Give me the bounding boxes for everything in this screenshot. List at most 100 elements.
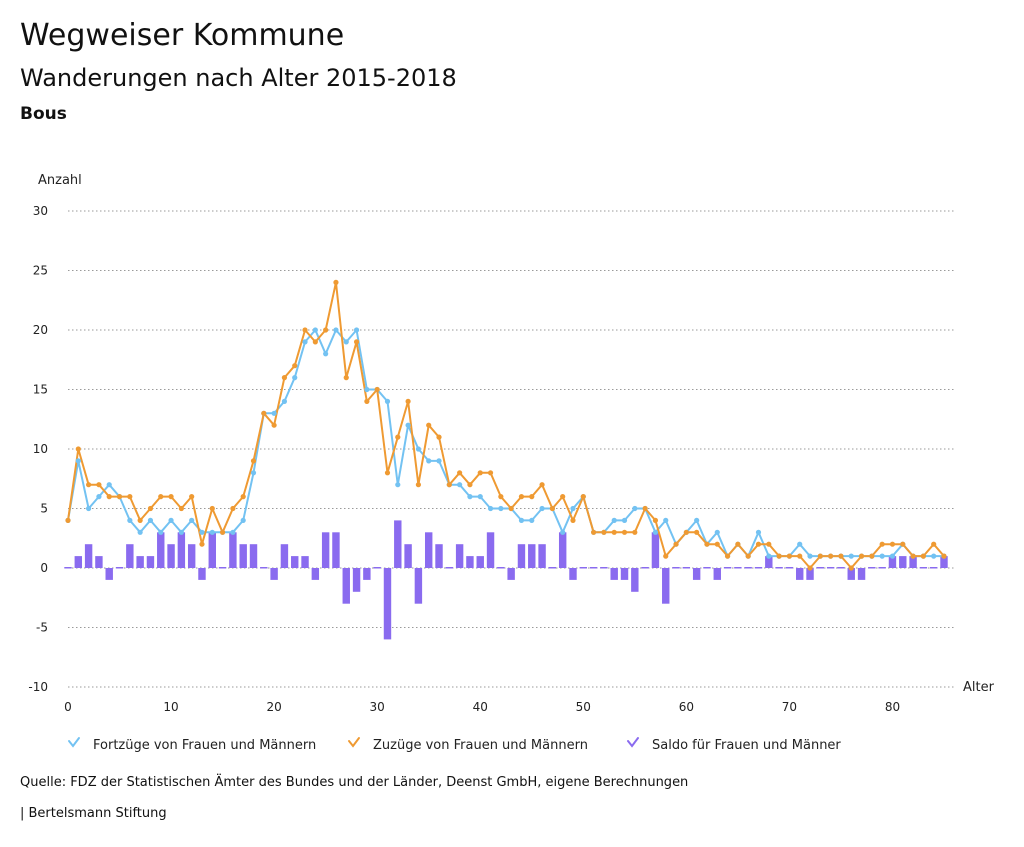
zuzuege-point [766,541,772,547]
fortzuege-point [807,553,813,559]
fortzuege-point [889,553,896,559]
zuzuege-point [158,494,164,500]
zuzuege-point [807,565,813,571]
saldo-bar [775,567,783,569]
fortzuege-point [209,529,215,535]
fortzuege-point [611,517,617,524]
x-tick-label: 80 [885,700,900,714]
saldo-bar [126,544,134,568]
zuzuege-point [663,553,669,559]
saldo-bar [84,544,93,568]
saldo-bar [404,544,412,568]
fortzuege-line [67,329,944,558]
saldo-bar [754,567,763,569]
zuzuege-point [539,482,545,488]
saldo-bar [507,568,515,580]
zuzuege-point [446,482,452,488]
zuzuege-point [931,541,937,547]
fortzuege-point [343,339,349,345]
saldo-bar [723,567,732,569]
zuzuege-point [261,410,267,416]
fortzuege-point [189,517,195,524]
fortzuege-point [158,529,164,535]
zuzuege-point [694,529,700,535]
zuzuege-point [858,553,865,559]
zuzuege-point [652,517,659,524]
y-tick-label: 10 [33,442,48,456]
fortzuege-point [395,482,401,488]
fortzuege-point [570,505,576,512]
zuzuege-point [230,505,236,512]
zuzuege-point [219,529,226,535]
zuzuege-point [755,541,762,547]
zuzuege-point [848,565,854,571]
migration-chart: -10 -5 0 5 10 15 20 25 30 0 10 20 30 40 50 60 70 80 Anzahl… [28,173,994,753]
zuzuege-point [384,470,391,476]
saldo-bar [888,556,897,568]
zuzuege-point [65,517,71,524]
zuzuege-point [879,541,885,547]
fortzuege-point [86,505,92,512]
saldo-bar [424,532,433,568]
zuzuege-point [436,434,442,440]
zuzuege-point [364,398,370,404]
y-tick-label: 25 [33,264,48,278]
zuzuege-point [106,494,112,500]
saldo-bar [826,567,835,569]
zuzuege-point [889,541,896,547]
fortzuege-point [766,553,772,559]
axis-labels: -10 -5 0 5 10 15 20 25 30 0 10 20 30 40 50 60 70 80 Anzahl… [28,173,994,714]
fortzuege-point [250,470,257,476]
saldo-bar [785,567,794,569]
fortzuege-point [384,398,391,404]
saldo-bar [280,544,289,568]
saldo-bar [239,544,247,568]
zuzuege-point [869,553,875,559]
saldo-bar [940,556,948,568]
saldo-bar [95,556,103,568]
zuzuege-point [828,553,834,559]
zuzuege-point [86,482,92,488]
saldo-bar [218,567,227,569]
fortzuege-point [477,494,483,500]
saldo-bar [414,568,423,604]
x-tick-label: 40 [473,700,488,714]
saldo-bar [662,568,670,604]
saldo-bar [291,556,299,568]
zuzuege-point [209,505,215,512]
fortzuege-point [621,517,628,524]
fortzuege-point [879,553,885,559]
x-tick-label: 10 [163,700,178,714]
fortzuege-point [333,327,339,333]
saldo-bar [105,568,113,580]
saldo-bar [734,567,742,569]
fortzuege-point [230,529,236,535]
y-tick-label: 0 [40,561,48,575]
saldo-bar [600,567,608,569]
zuzuege-point [343,375,349,381]
fortzuege-point [797,541,803,547]
saldo-bar [208,532,216,568]
x-tick-label: 50 [576,700,591,714]
saldo-bar [177,532,186,568]
zuzuege-point [735,541,741,547]
saldo-bar [620,568,629,580]
fortzuege-point [632,505,638,512]
fortzuege-point [415,446,421,452]
legend-check-icon [627,737,639,748]
zuzuege-point [137,517,143,524]
zuzuege-point [271,422,277,428]
fortzuege-point [302,339,308,345]
fortzuege-point [694,517,700,524]
region-name: Bous [20,104,67,124]
zuzuege-point [673,541,679,547]
saldo-bar [610,568,618,580]
legend: Fortzüge von Frauen und Männern Zuzüge vo… [68,737,841,753]
saldo-bar [641,567,649,569]
saldo-bar [569,568,577,580]
y-tick-label: 20 [33,323,48,337]
fortzuege-point [312,327,318,333]
saldo-bar [136,556,144,568]
saldo-bar [301,556,309,568]
zuzuege-point [75,446,81,452]
